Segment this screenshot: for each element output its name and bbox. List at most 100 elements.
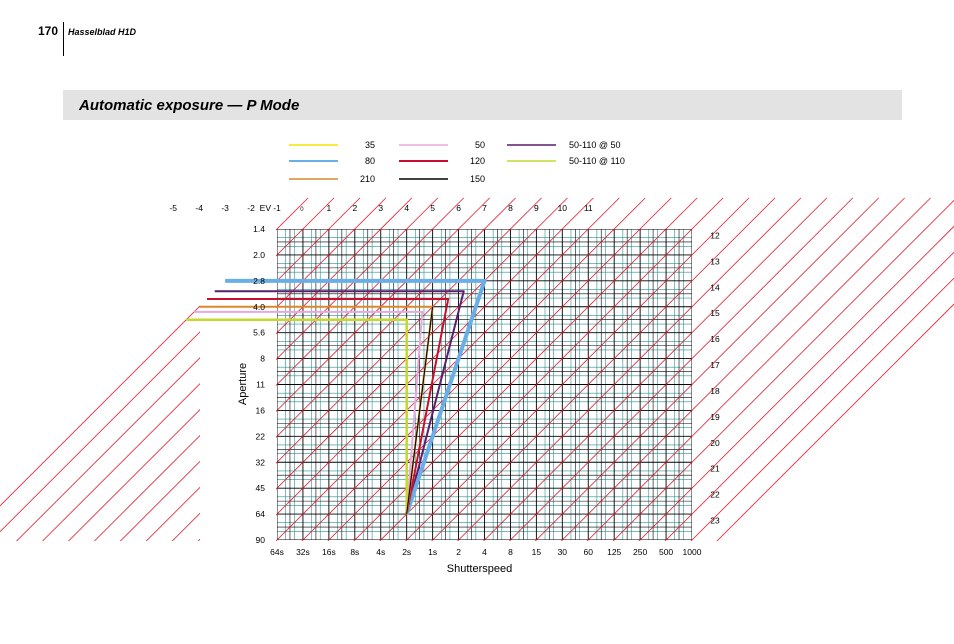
ev-diagonal [323, 197, 698, 572]
mask-bottom [0, 541, 954, 644]
legend-label: 210 [360, 174, 375, 184]
shutter-tick-label: 8s [350, 547, 359, 557]
shutter-tick-label: 8 [508, 547, 513, 557]
ev-diagonal [0, 197, 361, 559]
aperture-tick-label: 16 [256, 405, 266, 415]
ev-diagonal [297, 197, 672, 572]
aperture-tick-label: 32 [256, 457, 266, 467]
ev-top-tick-label: -4 [195, 203, 203, 213]
shutter-tick-label: 64s [270, 547, 284, 557]
ev-axis-label: EV [260, 203, 272, 213]
ev-diagonal [660, 277, 954, 572]
y-axis-title: Aperture [237, 363, 249, 405]
aperture-tick-label: 45 [256, 483, 266, 493]
shutter-tick-label: 15 [532, 547, 542, 557]
aperture-tick-label: 11 [256, 380, 265, 390]
shutter-tick-label: 4s [376, 547, 385, 557]
ev-diagonal [453, 197, 828, 572]
shutter-tick-label: 2 [456, 547, 461, 557]
ev-top-tick-label: 11 [584, 203, 593, 213]
shutter-tick-label: 2s [402, 547, 411, 557]
page-number: 170 [38, 24, 59, 38]
ev-top-tick-label: 7 [482, 203, 487, 213]
ev-diagonal [401, 197, 776, 572]
ev-diagonal [271, 197, 646, 572]
ev-top-tick-label: 5 [430, 203, 435, 213]
series-line-5 [186, 318, 408, 515]
aperture-tick-label: 8 [260, 354, 265, 364]
shutter-tick-label: 1000 [683, 547, 702, 557]
ev-right-tick-label: 15 [710, 308, 720, 318]
ev-diagonal [89, 197, 465, 572]
ev-diagonals [0, 197, 954, 572]
ev-diagonal [582, 199, 954, 572]
section-band: Automatic exposure — P Mode [63, 90, 902, 120]
shutter-tick-label: 125 [607, 547, 621, 557]
ev-top-tick-label: -5 [169, 203, 177, 213]
ev-top-tick-label: -3 [221, 203, 229, 213]
ev-right-tick-label: 23 [710, 516, 720, 526]
legend-label: 80 [365, 156, 375, 166]
ev-diagonal [686, 303, 954, 572]
ev-right-tick-label: 18 [710, 386, 720, 396]
ev-right-tick-label: 21 [710, 464, 720, 474]
ev-right-tick-label: 12 [710, 230, 720, 240]
shutter-tick-label: 4 [482, 547, 487, 557]
series-group [186, 278, 487, 515]
ev-top-tick-label: -1 [273, 203, 281, 213]
mask-left [200, 215, 276, 555]
legend-label: 50-110 @ 110 [569, 156, 625, 166]
ev-diagonal [634, 251, 954, 572]
series-line-7 [406, 306, 434, 515]
legend-label: 35 [365, 140, 375, 150]
section-title: Automatic exposure — P Mode [79, 97, 300, 114]
aperture-tick-label: 90 [256, 535, 266, 545]
shutter-tick-label: 1s [428, 547, 437, 557]
aperture-tick-label: 1.4 [253, 224, 265, 234]
shutter-tick-label: 30 [558, 547, 568, 557]
legend-label: 120 [470, 156, 485, 166]
ev-diagonal [556, 197, 931, 572]
shutter-tick-label: 16s [322, 547, 336, 557]
ev-top-tick-label: 3 [378, 203, 383, 213]
page-rule [63, 22, 64, 56]
ev-diagonal [12, 197, 387, 572]
aperture-tick-label: 64 [256, 509, 266, 519]
ev-right-tick-label: 19 [710, 412, 720, 422]
ev-diagonal [427, 197, 802, 572]
ev-top-tick-label: 8 [508, 203, 513, 213]
aperture-tick-label: 2.0 [253, 250, 265, 260]
ev-diagonal [375, 197, 750, 572]
ev-top-tick-label: 6 [456, 203, 461, 213]
ev-diagonal [504, 197, 880, 572]
ev-diagonal [608, 225, 954, 572]
x-axis-title: Shutterspeed [447, 563, 512, 575]
shutter-tick-label: 60 [584, 547, 594, 557]
aperture-tick-label: 22 [256, 431, 266, 441]
aperture-tick-label: 2.8 [253, 276, 265, 286]
ev-top-tick-label: 1 [327, 203, 332, 213]
ev-top-tick-label: 10 [558, 203, 568, 213]
ev-top-tick-label: 2 [352, 203, 357, 213]
shutter-tick-label: 250 [633, 547, 647, 557]
series-line-4 [206, 297, 450, 515]
ev-right-tick-label: 16 [710, 334, 720, 344]
ev-diagonal [530, 197, 905, 572]
series-line-1 [194, 310, 424, 515]
ev-diagonal [115, 197, 490, 572]
doc-title: Hasselblad H1D [68, 27, 137, 37]
ev-top-tick-label: 0 [300, 207, 304, 213]
legend-label: 150 [470, 174, 485, 184]
shutter-tick-label: 32s [296, 547, 310, 557]
series-line-2 [214, 290, 465, 515]
ev-diagonal [479, 197, 854, 572]
ev-diagonal [349, 197, 724, 572]
ev-top-tick-label: -2 [247, 203, 255, 213]
ev-top-tick-label: 4 [404, 203, 409, 213]
ev-right-tick-label: 13 [710, 256, 720, 266]
ev-right-tick-label: 20 [710, 438, 720, 448]
legend-label: 50 [475, 140, 485, 150]
series-line-3 [225, 278, 487, 515]
legend-label: 50-110 @ 50 [569, 140, 621, 150]
